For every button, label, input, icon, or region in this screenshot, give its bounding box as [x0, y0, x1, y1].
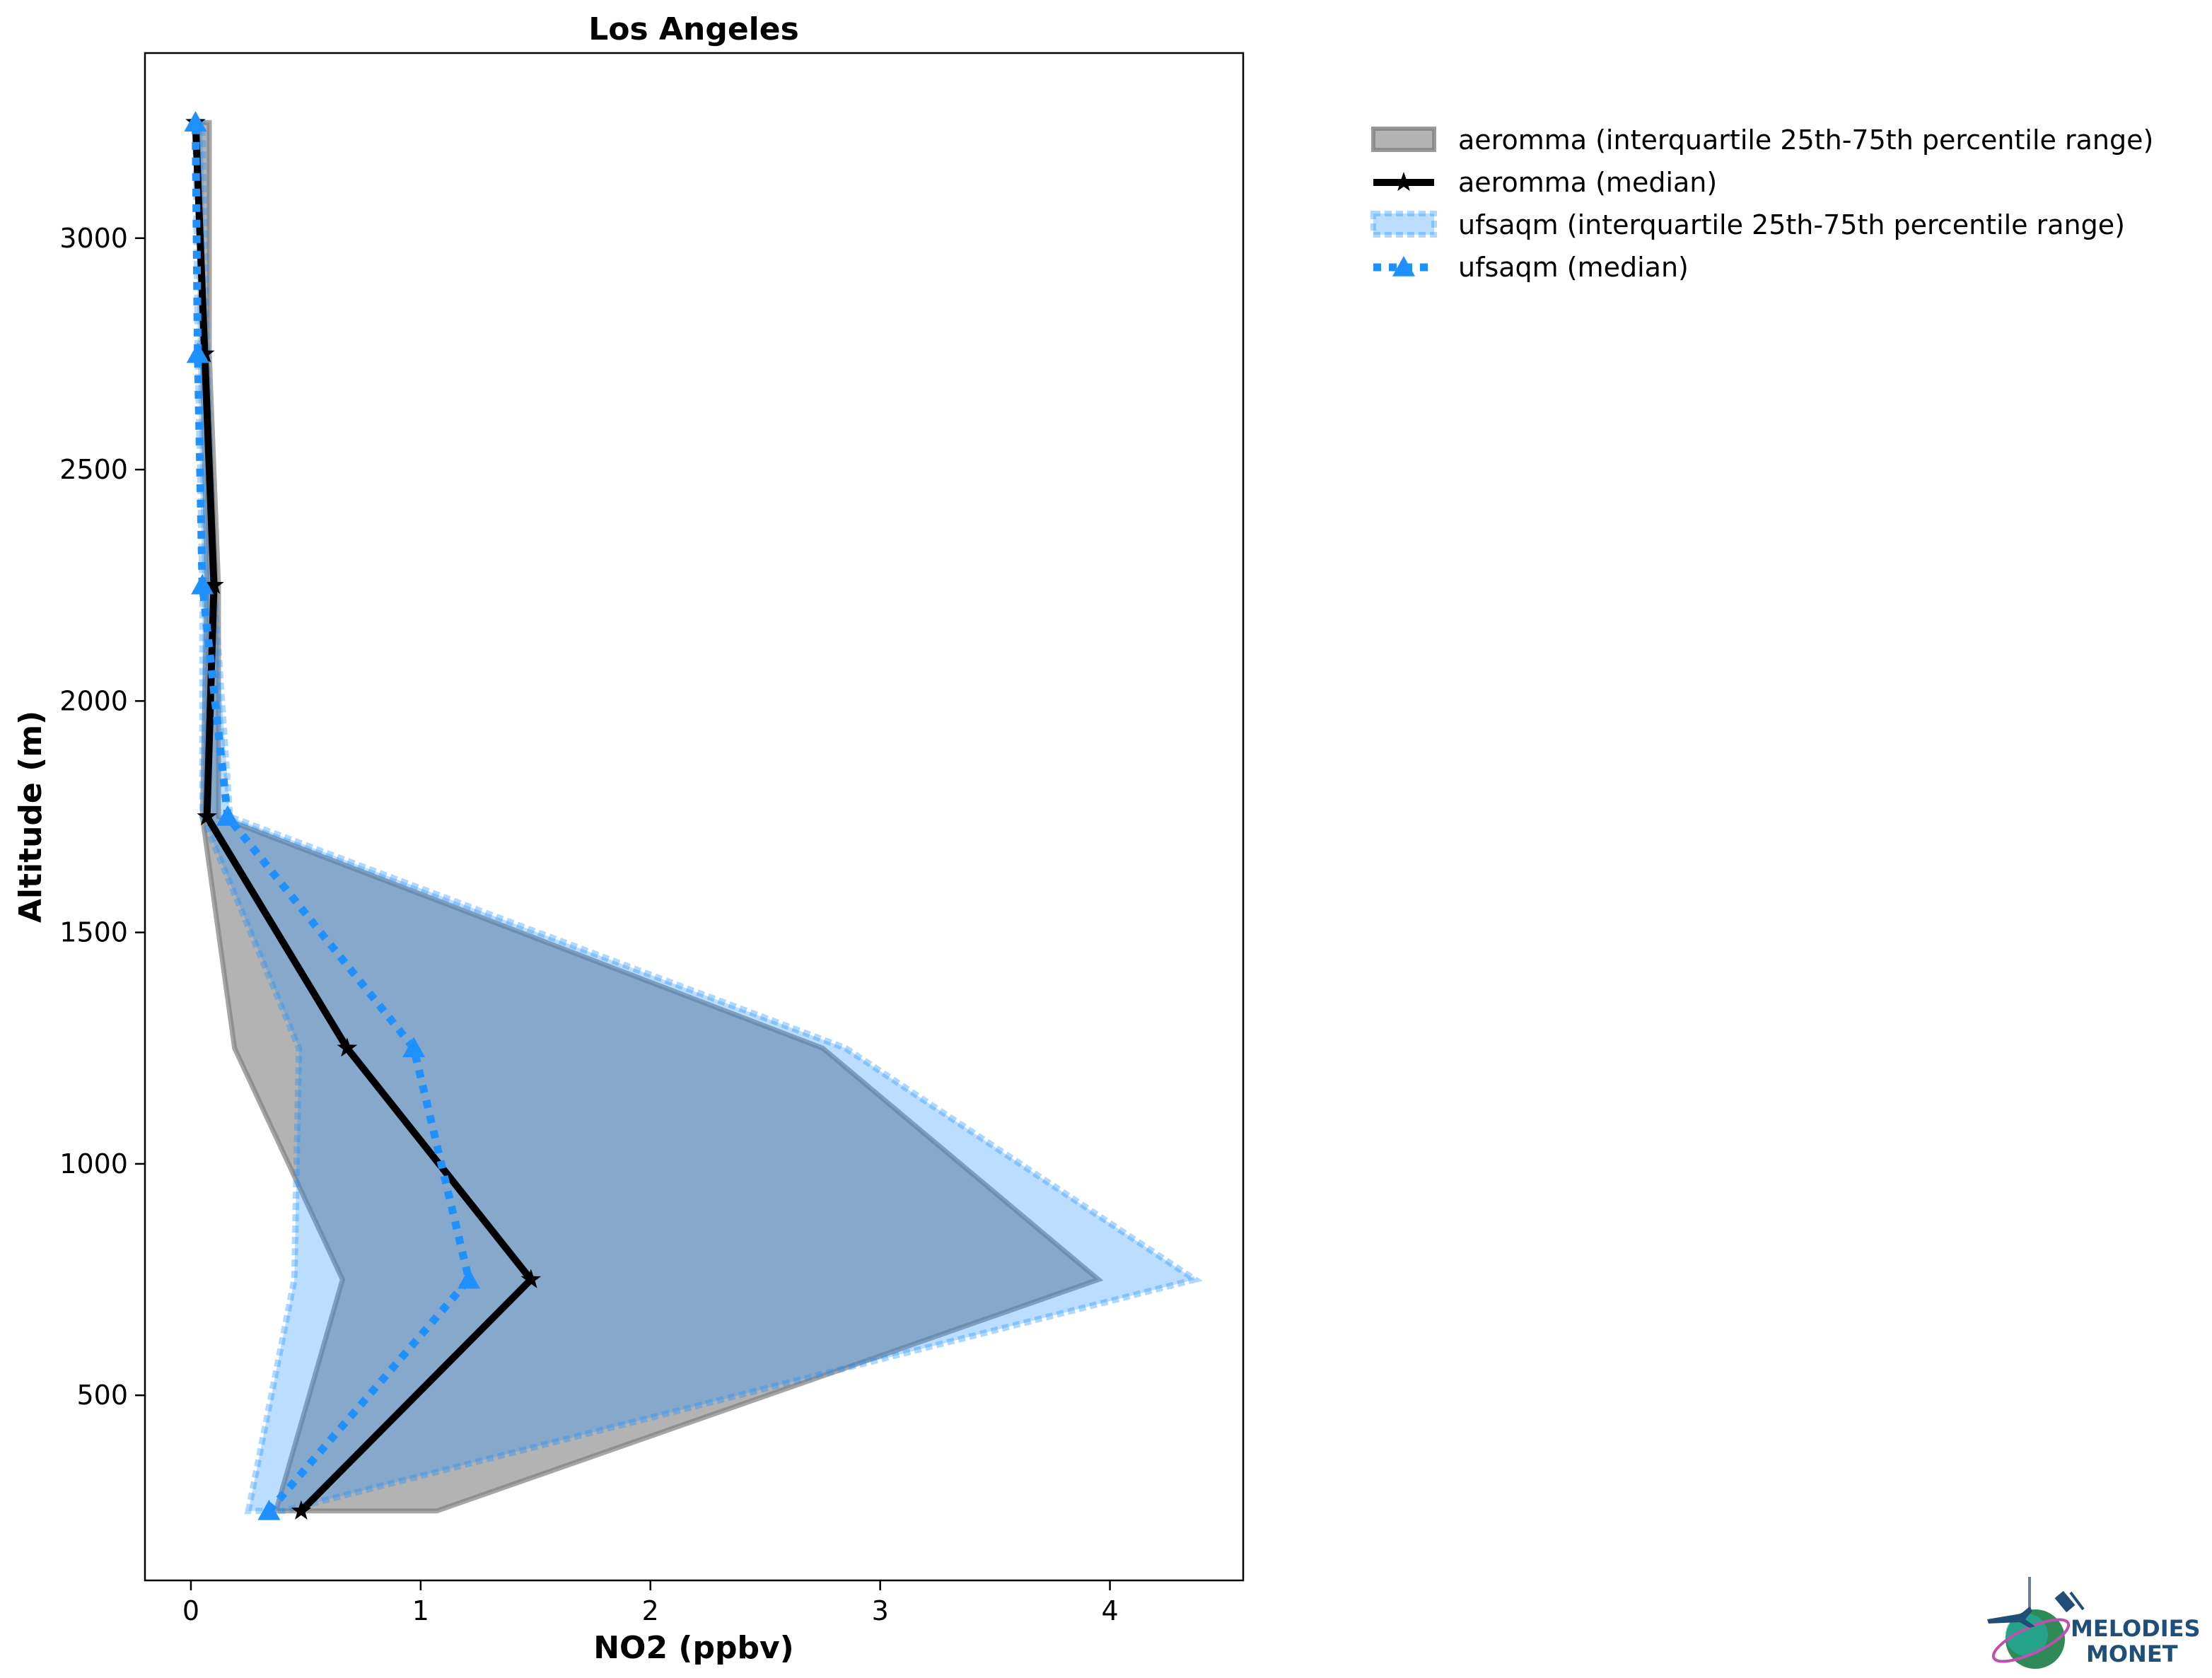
legend: aeromma (interquartile 25th-75th percent… — [1370, 124, 2153, 283]
marker-layer — [184, 111, 542, 1520]
x-tick-label: 3 — [872, 1595, 889, 1626]
legend-swatch — [1371, 127, 1436, 152]
aeromma-median-point — [337, 1037, 358, 1057]
legend-label: aeromma (interquartile 25th-75th percent… — [1458, 124, 2153, 156]
logo-text-monet: MONET — [2086, 1641, 2178, 1667]
ufsaqm-median-point — [191, 573, 214, 595]
ufsaqm-median-point — [186, 342, 209, 363]
x-tick-label: 0 — [182, 1595, 199, 1626]
logo-text-melodies: MELODIES — [2071, 1615, 2201, 1642]
band-layer — [192, 119, 1203, 1515]
legend-label: ufsaqm (interquartile 25th-75th percenti… — [1458, 209, 2125, 240]
legend-item: ufsaqm (median) — [1373, 252, 1689, 283]
airplane-icon — [1987, 1607, 2035, 1628]
globe-icon — [1991, 1577, 2071, 1669]
y-tick-label: 3000 — [59, 223, 128, 254]
x-tick-label: 4 — [1101, 1595, 1118, 1626]
ufsaqm-median-point — [184, 111, 207, 132]
chart-title: Los Angeles — [588, 11, 799, 47]
ufsaqm-median-point — [216, 805, 239, 826]
melodies-monet-logo: MELODIES MONET — [1987, 1577, 2201, 1669]
aeromma-median-point — [197, 806, 217, 826]
ufsaqm-median-point — [458, 1268, 481, 1289]
ufsaqm-median-point — [402, 1037, 426, 1058]
y-tick-label: 2500 — [59, 454, 128, 485]
aeromma-median-point — [204, 574, 224, 594]
aeromma-median-point — [291, 1500, 312, 1520]
legend-item: ufsaqm (interquartile 25th-75th percenti… — [1370, 209, 2125, 240]
x-tick-label: 1 — [412, 1595, 429, 1626]
y-axis-title: Altitude (m) — [13, 711, 49, 923]
legend-label: aeromma (median) — [1458, 167, 1717, 198]
plot-frame — [144, 52, 1245, 1582]
legend-marker — [1393, 172, 1414, 192]
ufsaqm-median-point — [257, 1499, 281, 1520]
y-tick-label: 2000 — [59, 685, 128, 716]
x-axis-title: NO2 (ppbv) — [593, 1630, 794, 1666]
legend-label: ufsaqm (median) — [1458, 252, 1689, 283]
aeromma-median-point — [520, 1269, 542, 1288]
satellite-icon — [2054, 1590, 2085, 1613]
y-axis: 500 1000 1500 2000 2500 3000 — [59, 223, 145, 1411]
aeromma-iqr-band — [195, 120, 1104, 1514]
legend-marker — [1392, 256, 1415, 276]
y-tick-label: 1000 — [59, 1148, 128, 1179]
y-tick-label: 500 — [76, 1380, 128, 1411]
legend-item: aeromma (interquartile 25th-75th percent… — [1371, 124, 2153, 156]
ufsaqm-iqr-band — [192, 119, 1203, 1515]
legend-item: aeromma (median) — [1373, 167, 1717, 198]
x-axis: 0 1 2 3 4 — [182, 1580, 1119, 1626]
y-tick-label: 1500 — [59, 917, 128, 948]
x-tick-label: 2 — [642, 1595, 659, 1626]
aeromma-median-point — [194, 343, 215, 363]
legend-swatch — [1370, 211, 1437, 238]
